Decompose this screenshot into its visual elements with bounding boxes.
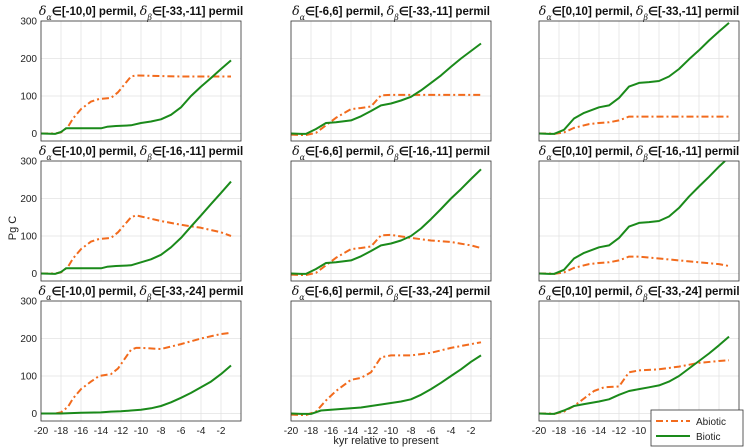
axes-frame [290, 300, 492, 422]
x-tick-label: -12 [114, 426, 129, 437]
y-tick-label: 200 [20, 194, 37, 205]
series-biotic [539, 22, 730, 135]
legend-label-abiotic: Abiotic [696, 417, 726, 428]
x-tick-label: -18 [54, 426, 69, 437]
x-axis-label: kyr relative to present [333, 435, 438, 447]
x-tick-label: -14 [344, 426, 359, 437]
x-tick-label: -14 [592, 426, 607, 437]
axes-frame [290, 20, 492, 142]
panel-8: -20 -18 -16 -14 -12 -10 -8 -6 -4 -2 δα∈[-6,6] perm… [284, 283, 492, 437]
x-tick-label: -4 [197, 426, 206, 437]
x-tick-label: -12 [612, 426, 627, 437]
x-tick-label: -20 [284, 426, 299, 437]
x-tick-label: -16 [572, 426, 587, 437]
series-abiotic [539, 255, 730, 275]
y-tick-label: 0 [31, 269, 37, 280]
x-tick-label: -8 [157, 426, 166, 437]
x-tick-label: -10 [632, 426, 647, 437]
x-tick-label: -2 [467, 426, 476, 437]
x-tick-label: -12 [364, 426, 379, 437]
axes-frame [40, 20, 242, 142]
panel-title: δα∈[-10,0] permil, δβ∈[-33,-24] permil [39, 283, 244, 302]
panel-5: δα∈[-6,6] permil, δβ∈[-16,-11] permil [290, 143, 492, 282]
panel-2: δα∈[-6,6] permil, δβ∈[-33,-11] permil [290, 3, 492, 142]
series-abiotic [291, 233, 482, 276]
x-tick-label: -20 [532, 426, 547, 437]
panel-title: δα∈[0,10] permil, δβ∈[-33,-11] permil [539, 3, 739, 22]
y-tick-label: 0 [31, 129, 37, 140]
series-biotic [539, 335, 730, 415]
panel-title: δα∈[-10,0] permil, δβ∈[-33,-11] permil [39, 3, 243, 22]
x-tick-label: -2 [217, 426, 226, 437]
y-tick-label: 100 [20, 372, 37, 383]
axes-frame [40, 160, 242, 282]
legend: Abiotic Biotic [650, 409, 744, 447]
legend-box [650, 409, 744, 447]
series-biotic [41, 59, 232, 135]
axes-frame [538, 160, 740, 282]
y-tick-label: 100 [20, 92, 37, 103]
x-tick-label: -14 [94, 426, 109, 437]
y-tick-label: 100 [20, 232, 37, 243]
x-tick-label: -10 [384, 426, 399, 437]
panel-title: δα∈[0,10] permil, δβ∈[-33,-24] permil [538, 283, 739, 302]
y-tick-label: 200 [20, 54, 37, 65]
x-tick-label: -18 [552, 426, 567, 437]
series-biotic [291, 168, 482, 275]
y-tick-label: 300 [20, 17, 37, 28]
x-tick-label: -6 [177, 426, 186, 437]
panel-title: δα∈[-6,6] permil, δβ∈[-16,-11] permil [292, 143, 490, 162]
x-tick-label: -4 [447, 426, 456, 437]
y-axis-label: Pg C [7, 216, 19, 241]
legend-label-biotic: Biotic [696, 432, 720, 443]
panel-3: δα∈[0,10] permil, δβ∈[-33,-11] permil [538, 3, 740, 142]
y-tick-label: 300 [20, 297, 37, 308]
x-tick-label: -16 [74, 426, 89, 437]
panel-9: -20-18-16-14-12-10-8-6-4-2δα∈[0,10] perm… [532, 283, 740, 437]
series-biotic [291, 42, 482, 135]
panel-7: 0 100 200 300 -20 -18 -16 -14 -12 -10 -8 -6 -4 -2 δα∈[… [20, 283, 243, 437]
series-biotic [539, 161, 726, 275]
axes-frame [538, 300, 740, 422]
series-biotic [41, 180, 232, 275]
axes-frame [40, 300, 242, 422]
panel-title: δα∈[-6,6] permil, δβ∈[-33,-11] permil [292, 3, 490, 22]
x-tick-label: -8 [407, 426, 416, 437]
x-tick-label: -6 [427, 426, 436, 437]
y-tick-label: 200 [20, 334, 37, 345]
series-biotic [291, 354, 482, 415]
x-tick-label: -10 [134, 426, 149, 437]
panel-title: δα∈[0,10] permil, δβ∈[-16,-11] permil [539, 143, 739, 162]
series-abiotic [41, 214, 232, 275]
y-tick-label: 0 [31, 409, 37, 420]
panel-6: δα∈[0,10] permil, δβ∈[-16,-11] permil [538, 143, 740, 282]
panel-title: δα∈[-6,6] permil, δβ∈[-33,-24] permil [292, 283, 491, 302]
axes-frame [290, 160, 492, 282]
axes-frame [538, 20, 740, 142]
series-biotic [41, 364, 232, 415]
x-tick-label: -18 [304, 426, 319, 437]
series-abiotic [291, 93, 481, 136]
panel-title: δα∈[-10,0] permil, δβ∈[-16,-11] permil [39, 143, 243, 162]
x-tick-label: -16 [324, 426, 339, 437]
series-abiotic [539, 115, 729, 135]
series-abiotic [41, 331, 232, 415]
y-tick-label: 300 [20, 157, 37, 168]
x-tick-label: -20 [34, 426, 49, 437]
